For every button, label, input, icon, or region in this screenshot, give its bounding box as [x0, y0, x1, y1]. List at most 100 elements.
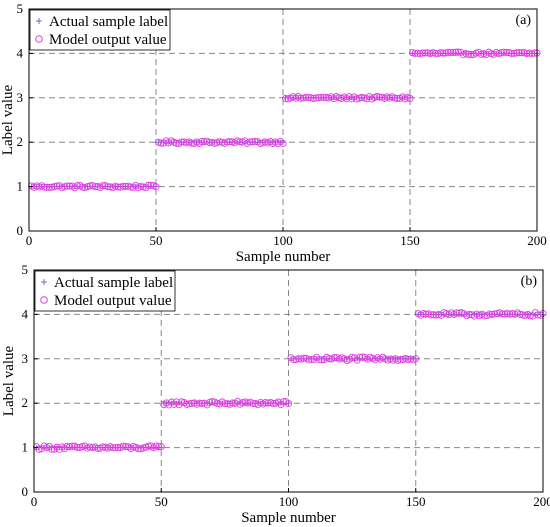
model-output-point: [449, 48, 457, 56]
x-tick-label: 50: [155, 494, 168, 509]
x-tick-label: 150: [406, 494, 426, 509]
legend-label-actual: Actual sample label: [49, 14, 168, 30]
x-tick-label: 150: [400, 233, 420, 248]
model-output-point: [223, 138, 231, 146]
model-output-point: [526, 312, 534, 320]
model-output-point: [467, 50, 475, 58]
model-output-point: [513, 49, 521, 57]
model-output-point: [393, 94, 401, 102]
model-output-point: [185, 400, 193, 408]
model-output-point: [356, 353, 364, 361]
model-output-point: [530, 49, 539, 57]
model-output-point: [290, 356, 298, 364]
model-output-point: [157, 442, 165, 451]
model-output-point: [195, 399, 203, 407]
model-output-point: [203, 401, 211, 409]
model-output-point: [152, 183, 160, 191]
model-output-point: [371, 356, 379, 364]
model-output-point: [134, 445, 142, 453]
model-output-point: [518, 49, 526, 57]
legend-label-model: Model output value: [54, 293, 172, 309]
model-output-point: [188, 139, 196, 147]
model-output-point: [439, 49, 447, 57]
x-tick-label: 200: [527, 233, 547, 248]
model-output-point: [455, 309, 463, 317]
model-output-point: [304, 93, 312, 102]
model-output-point: [502, 48, 511, 57]
model-output-point: [119, 442, 127, 450]
legend-marker-actual: [41, 279, 47, 285]
model-output-point: [500, 48, 508, 56]
model-output-point: [312, 94, 320, 102]
legend-marker-actual: [36, 18, 42, 24]
model-output-point: [457, 48, 465, 56]
model-output-point: [430, 311, 438, 319]
y-tick-label: 5: [17, 1, 24, 16]
model-output-point: [48, 445, 56, 453]
model-output-point: [183, 400, 191, 408]
model-output-point: [55, 445, 64, 453]
legend-box: [34, 270, 176, 312]
model-output-point: [447, 48, 455, 57]
model-output-point: [315, 94, 323, 102]
model-output-point: [431, 49, 439, 57]
model-output-point: [104, 183, 112, 191]
model-output-point: [50, 183, 58, 191]
model-output-point: [256, 139, 264, 147]
model-output-point: [365, 93, 373, 101]
model-output-point: [510, 49, 518, 57]
model-output-point: [246, 138, 254, 146]
model-output-point: [444, 48, 452, 56]
model-output-point: [68, 442, 76, 450]
model-output-point: [486, 310, 494, 318]
model-output-point: [295, 355, 303, 363]
model-output-point: [53, 182, 61, 190]
y-tick-label: 5: [22, 262, 29, 277]
y-tick-label: 4: [22, 306, 29, 321]
model-output-point: [309, 94, 318, 102]
model-output-point: [464, 50, 472, 58]
x-tick-label: 100: [279, 494, 299, 509]
model-output-point: [419, 310, 427, 318]
model-output-point: [375, 93, 384, 101]
model-output-point: [302, 93, 310, 101]
model-output-point: [406, 94, 414, 102]
model-output-point: [452, 48, 460, 56]
x-axis-title: Sample number: [241, 510, 336, 526]
model-output-point: [48, 183, 56, 191]
model-output-point: [351, 354, 359, 362]
model-output-point: [228, 399, 237, 407]
model-output-point: [358, 93, 366, 101]
model-output-point: [99, 182, 107, 190]
model-output-point: [208, 397, 216, 406]
model-output-point: [198, 137, 206, 145]
model-output-point: [281, 94, 290, 103]
model-output-point: [391, 94, 399, 102]
model-output-point: [491, 310, 499, 318]
model-output-point: [508, 49, 516, 57]
model-output-point: [160, 139, 168, 147]
model-output-point: [404, 356, 412, 364]
model-output-point: [498, 310, 506, 318]
model-output-point: [198, 399, 206, 408]
model-output-point: [172, 139, 180, 147]
model-output-point: [317, 93, 325, 101]
x-axis-title: Sample number: [236, 249, 331, 265]
panel-label: (b): [521, 274, 538, 289]
chart-panel-b: 0 50 100 150 200 0 1 2 3 4 5 Sample number Label val…: [1, 262, 550, 526]
model-output-point: [109, 444, 117, 452]
model-output-point: [119, 182, 127, 190]
model-output-point: [421, 49, 429, 57]
model-output-point: [325, 355, 333, 363]
model-output-point: [279, 398, 287, 406]
model-output-point: [249, 400, 257, 408]
model-output-point: [63, 442, 71, 451]
model-output-point: [94, 444, 102, 452]
model-output-point: [213, 399, 221, 407]
legend-label-model: Model output value: [49, 32, 167, 48]
legend-label-actual: Actual sample label: [54, 275, 173, 291]
model-output-point: [330, 354, 338, 362]
legend-marker-model: [40, 296, 48, 304]
model-output-point: [274, 398, 282, 406]
